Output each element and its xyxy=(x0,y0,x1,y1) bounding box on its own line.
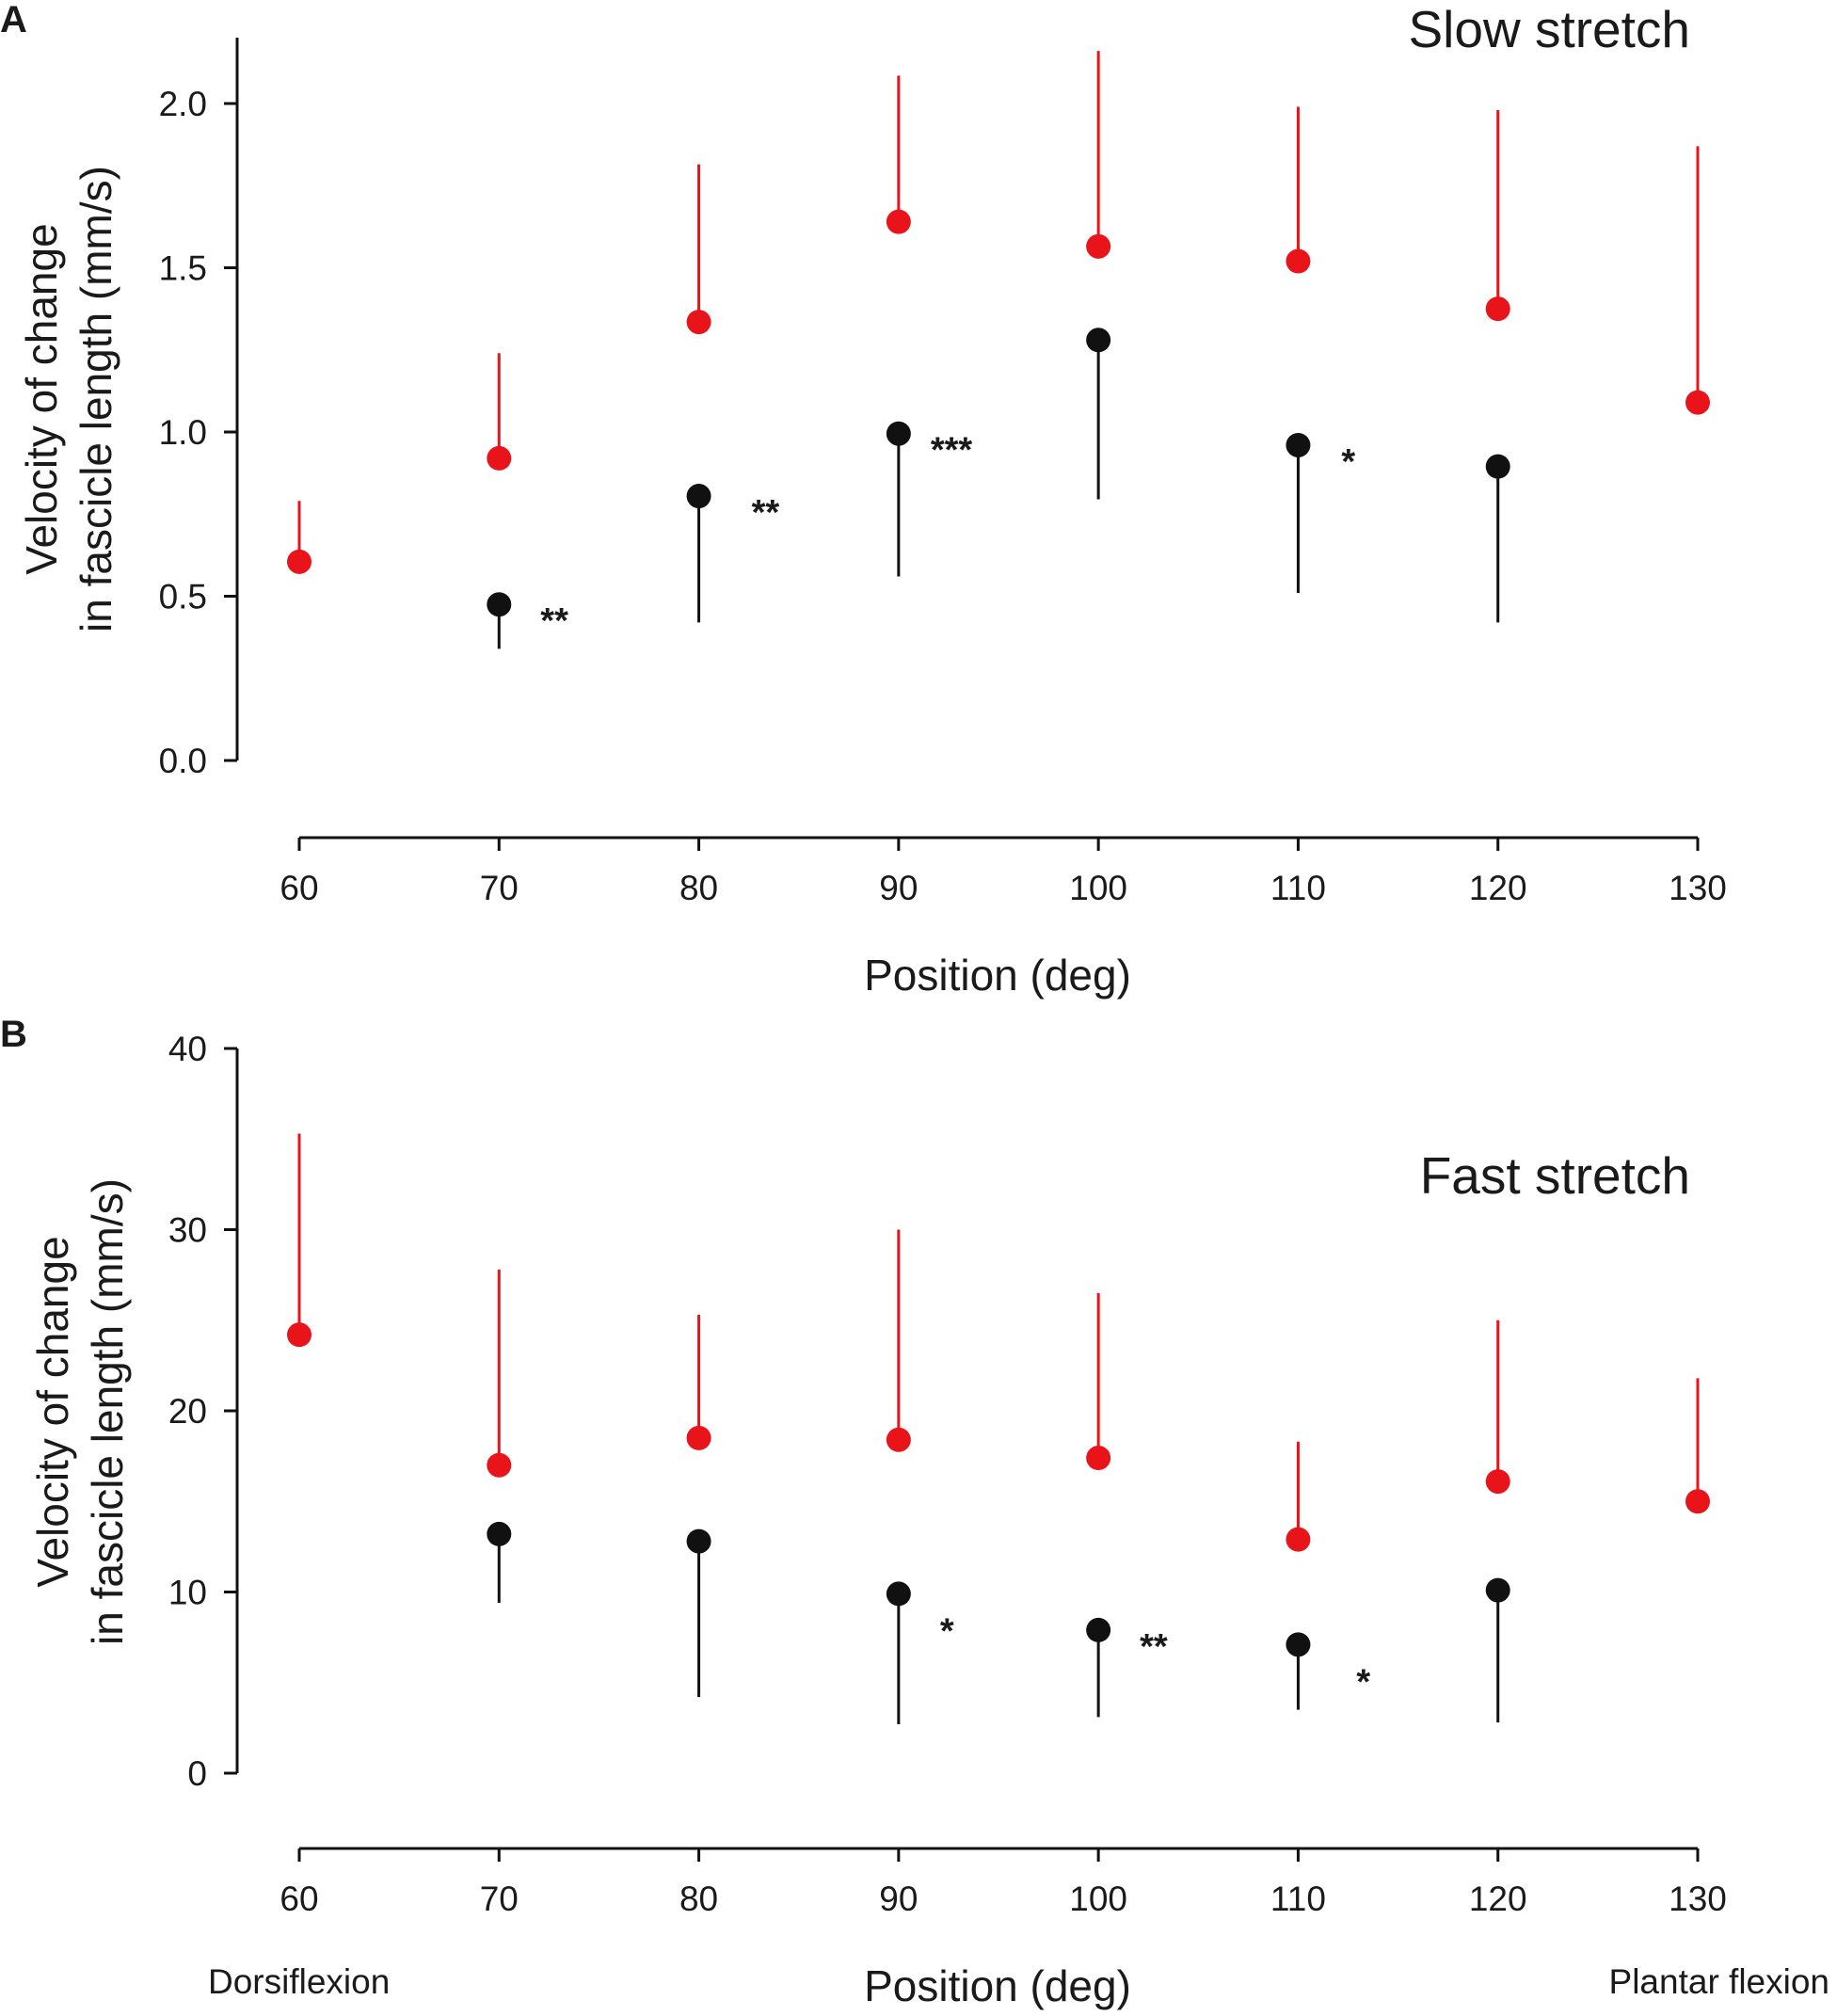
red-data-point xyxy=(287,1322,311,1348)
panel-a-ylabel-line1: Velocity of change xyxy=(17,223,66,574)
y-tick-label: 30 xyxy=(168,1211,207,1250)
black-data-point xyxy=(1286,1632,1311,1657)
red-data-point xyxy=(1485,1469,1510,1495)
red-data-point xyxy=(686,310,711,335)
panel-b-title: Fast stretch xyxy=(1420,1146,1690,1205)
plantar-flexion-label: Plantar flexion xyxy=(1609,1962,1829,2001)
red-data-point xyxy=(487,1452,512,1478)
panel-b-ylabel-line2: in fascicle length (mm/s) xyxy=(83,1178,132,1645)
y-tick-label: 20 xyxy=(168,1392,207,1431)
x-tick-label: 60 xyxy=(280,869,318,907)
x-tick-label: 60 xyxy=(280,1880,318,1918)
y-tick-label: 10 xyxy=(168,1574,207,1612)
black-data-point xyxy=(686,1528,711,1554)
red-data-point xyxy=(1086,233,1111,259)
red-data-point xyxy=(686,1425,711,1450)
x-tick-label: 110 xyxy=(1270,1880,1326,1918)
red-data-point xyxy=(1286,1527,1311,1552)
black-data-point xyxy=(1485,454,1510,479)
x-tick-label: 80 xyxy=(679,1880,718,1918)
significance-marker: * xyxy=(1356,1662,1370,1702)
significance-marker: ** xyxy=(1140,1627,1168,1667)
y-tick-label: 0.0 xyxy=(159,742,207,780)
black-data-point xyxy=(886,1581,911,1607)
y-tick-label: 0.5 xyxy=(159,578,207,616)
panel-a-xlabel: Position (deg) xyxy=(864,951,1131,1000)
black-data-point xyxy=(1086,328,1111,353)
x-tick-label: 80 xyxy=(679,869,718,907)
red-data-point xyxy=(487,445,512,471)
panel-letter-b: B xyxy=(0,1014,27,1055)
x-tick-label: 70 xyxy=(480,1880,519,1918)
y-tick-label: 1.0 xyxy=(159,413,207,452)
x-tick-label: 130 xyxy=(1669,869,1727,907)
red-data-point xyxy=(1286,248,1311,274)
dorsiflexion-label: Dorsiflexion xyxy=(208,1962,390,2001)
panel-b-ylabel-line1: Velocity of change xyxy=(28,1236,77,1587)
red-data-point xyxy=(886,209,911,234)
black-data-point xyxy=(1485,1577,1510,1603)
x-tick-label: 90 xyxy=(879,869,918,907)
y-tick-label: 1.5 xyxy=(159,249,207,288)
y-tick-label: 40 xyxy=(168,1030,207,1068)
significance-marker: * xyxy=(1341,442,1355,482)
significance-marker: *** xyxy=(931,431,973,471)
significance-marker: ** xyxy=(540,601,568,641)
x-tick-label: 130 xyxy=(1669,1880,1727,1918)
black-data-point xyxy=(886,421,911,446)
panel-letter-a: A xyxy=(0,0,27,40)
black-data-point xyxy=(1286,432,1311,457)
panel-a: A Slow stretch 0.0 0.5 1.0 1.5 2.0 60 70 80 90 1… xyxy=(0,0,1727,1000)
significance-marker: ** xyxy=(752,493,780,533)
panel-a-ylabel-line2: in fascicle length (mm/s) xyxy=(72,166,120,632)
red-data-point xyxy=(1685,390,1710,415)
red-data-point xyxy=(287,549,311,574)
red-data-point xyxy=(1086,1446,1111,1471)
panel-b: B Fast stretch 0 10 20 30 40 60 70 80 90 100 110 1… xyxy=(0,1014,1829,2010)
x-tick-label: 90 xyxy=(879,1880,918,1918)
x-tick-label: 120 xyxy=(1469,869,1527,907)
red-data-point xyxy=(886,1427,911,1452)
black-data-point xyxy=(487,592,512,617)
x-tick-label: 120 xyxy=(1469,1880,1527,1918)
significance-marker: * xyxy=(940,1611,954,1651)
x-tick-label: 100 xyxy=(1069,869,1127,907)
y-tick-label: 0 xyxy=(187,1754,207,1793)
black-data-point xyxy=(686,484,711,509)
panel-a-title: Slow stretch xyxy=(1408,0,1690,58)
panel-b-xlabel: Position (deg) xyxy=(864,1961,1131,2010)
y-tick-label: 2.0 xyxy=(159,85,207,123)
red-data-point xyxy=(1685,1489,1710,1514)
x-tick-label: 100 xyxy=(1069,1880,1127,1918)
black-data-point xyxy=(1086,1617,1111,1642)
x-tick-label: 70 xyxy=(480,869,519,907)
black-data-point xyxy=(487,1521,512,1546)
red-data-point xyxy=(1485,296,1510,322)
x-tick-label: 110 xyxy=(1270,869,1326,907)
